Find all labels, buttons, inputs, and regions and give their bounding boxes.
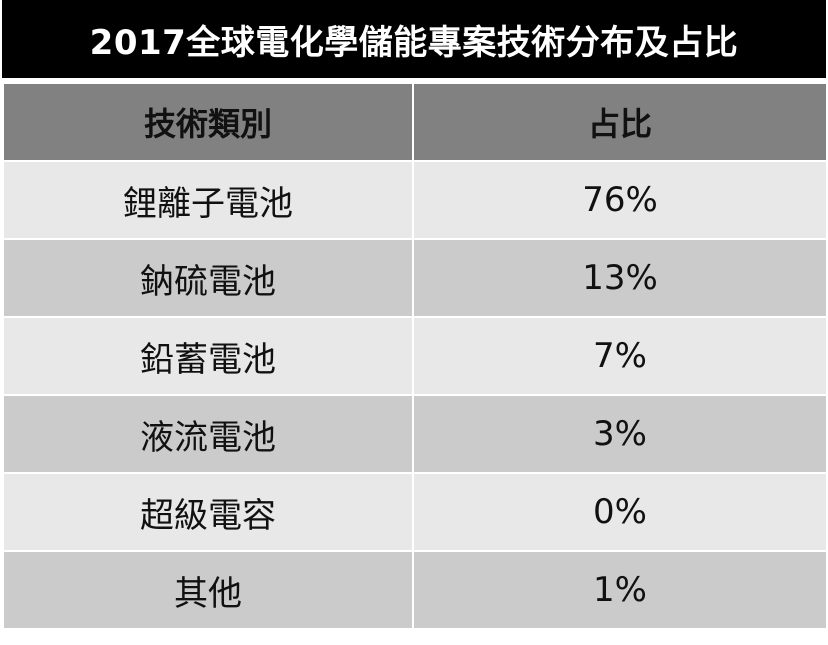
table-header-row: 技術類別 占比: [2, 82, 828, 162]
share-cell: 1%: [412, 550, 828, 630]
technology-share-table: 技術類別 占比 鋰離子電池 76% 鈉硫電池 13% 鉛蓄電池 7% 液流電池 …: [2, 82, 828, 630]
header-category: 技術類別: [2, 82, 414, 162]
share-cell: 76%: [412, 160, 828, 240]
table-row: 其他 1%: [2, 550, 828, 630]
share-cell: 0%: [412, 472, 828, 552]
category-cell: 鈉硫電池: [2, 238, 414, 318]
category-cell: 超級電容: [2, 472, 414, 552]
table-row: 鈉硫電池 13%: [2, 238, 828, 318]
share-cell: 7%: [412, 316, 828, 396]
category-cell: 其他: [2, 550, 414, 630]
table-row: 鉛蓄電池 7%: [2, 316, 828, 396]
category-cell: 液流電池: [2, 394, 414, 474]
category-cell: 鉛蓄電池: [2, 316, 414, 396]
table-title: 2017全球電化學儲能專案技術分布及占比: [2, 0, 826, 78]
table-row: 超級電容 0%: [2, 472, 828, 552]
table-row: 液流電池 3%: [2, 394, 828, 474]
header-share: 占比: [412, 82, 828, 162]
share-cell: 13%: [412, 238, 828, 318]
category-cell: 鋰離子電池: [2, 160, 414, 240]
share-cell: 3%: [412, 394, 828, 474]
table-row: 鋰離子電池 76%: [2, 160, 828, 240]
